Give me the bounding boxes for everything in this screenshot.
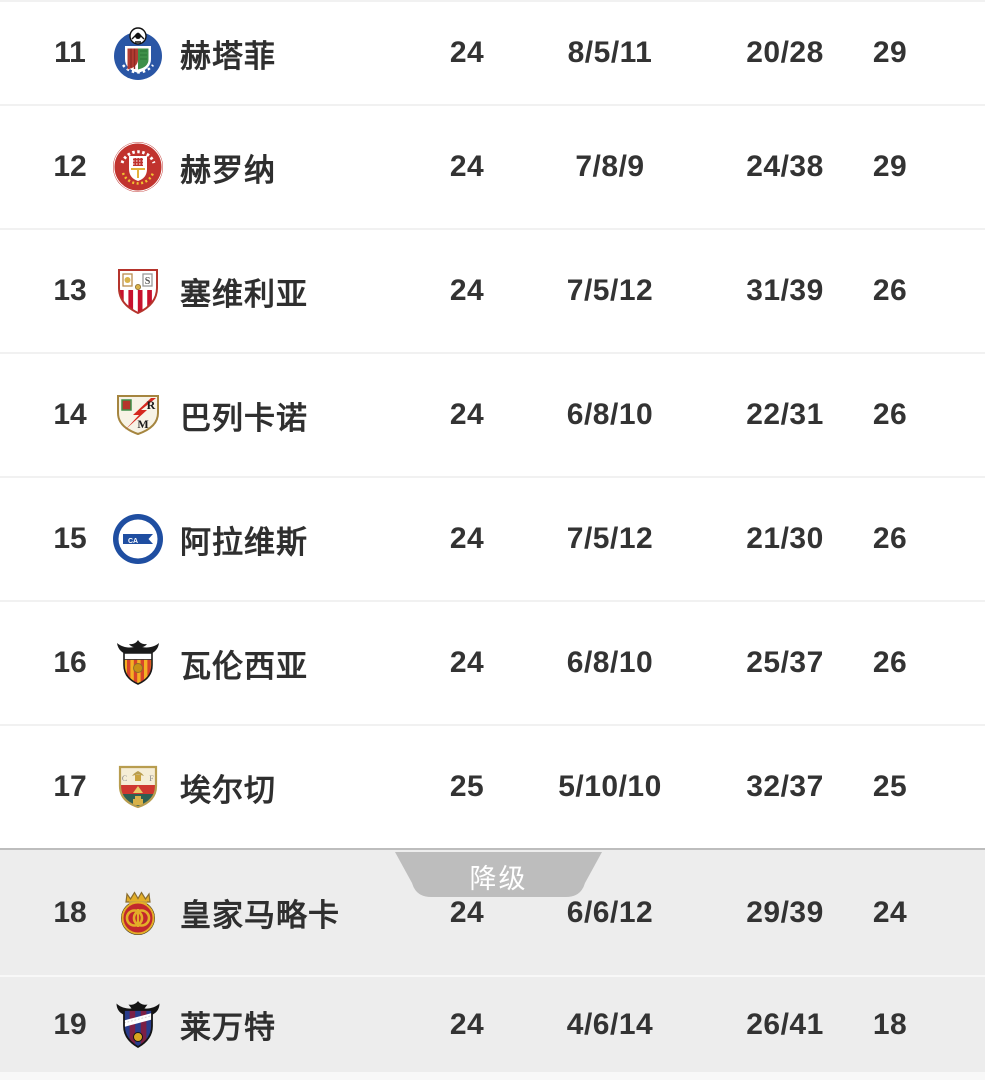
- team-name: 埃尔切: [180, 772, 276, 808]
- goals-for-against: 24/38: [746, 150, 824, 183]
- matches-played: 24: [449, 1007, 485, 1041]
- goals-for-against: 25/37: [746, 646, 824, 679]
- mallorca-badge-icon: [110, 885, 166, 941]
- points-value: 26: [872, 522, 908, 555]
- win-draw-loss-record: 6/8/10: [566, 646, 654, 679]
- svg-text:CA: CA: [128, 538, 138, 545]
- relegation-label: 降级: [469, 864, 528, 894]
- svg-text:S: S: [145, 276, 151, 287]
- matches-played: 25: [449, 770, 485, 803]
- table-row[interactable]: 16 瓦伦西亚 24 6/8/10 25/37 26: [0, 602, 985, 726]
- team-name: 赫罗纳: [180, 152, 276, 188]
- goals-for-against: 21/30: [746, 522, 824, 555]
- valencia-badge-icon: [110, 635, 166, 691]
- svg-text:M: M: [137, 417, 148, 431]
- matches-played: 24: [449, 522, 485, 555]
- win-draw-loss-record: 7/8/9: [575, 150, 645, 183]
- matches-played: 24: [449, 274, 485, 307]
- svg-text:F: F: [149, 774, 154, 783]
- getafe-badge-icon: [110, 25, 166, 81]
- points-value: 29: [872, 36, 908, 69]
- team-name: 阿拉维斯: [180, 524, 308, 560]
- girona-badge-icon: [110, 139, 166, 195]
- win-draw-loss-record: 5/10/10: [558, 770, 662, 803]
- team-name: 赫塔菲: [180, 38, 276, 74]
- rank-label: 17: [53, 770, 87, 803]
- points-value: 18: [872, 1007, 908, 1041]
- svg-text:C: C: [122, 774, 127, 783]
- points-value: 25: [872, 770, 908, 803]
- matches-played: 24: [449, 895, 485, 929]
- table-row[interactable]: 11 赫塔菲 24 8/5/11 20/28 29: [0, 2, 985, 106]
- win-draw-loss-record: 7/5/12: [566, 522, 654, 555]
- matches-played: 24: [449, 36, 485, 69]
- goals-for-against: 22/31: [746, 398, 824, 431]
- relegation-divider: 降级: [395, 852, 602, 897]
- points-value: 24: [872, 895, 908, 929]
- matches-played: 24: [449, 150, 485, 183]
- matches-played: 24: [449, 398, 485, 431]
- goals-for-against: 26/41: [746, 1007, 824, 1041]
- win-draw-loss-record: 6/8/10: [566, 398, 654, 431]
- points-value: 29: [872, 150, 908, 183]
- levante-badge-icon: [110, 997, 166, 1053]
- rank-label: 14: [53, 398, 87, 431]
- rank-label: 13: [53, 274, 87, 307]
- goals-for-against: 20/28: [746, 36, 824, 69]
- rank-label: 12: [53, 150, 87, 183]
- rank-label: 19: [53, 1007, 87, 1041]
- rank-label: 18: [53, 895, 87, 929]
- matches-played: 24: [449, 646, 485, 679]
- win-draw-loss-record: 7/5/12: [566, 274, 654, 307]
- points-value: 26: [872, 398, 908, 431]
- relegation-tab-shape: [395, 852, 602, 897]
- rank-label: 15: [53, 522, 87, 555]
- team-name: 莱万特: [180, 1010, 276, 1045]
- rank-label: 11: [54, 36, 86, 69]
- win-draw-loss-record: 6/6/12: [566, 895, 654, 929]
- points-value: 26: [872, 646, 908, 679]
- win-draw-loss-record: 4/6/14: [566, 1007, 654, 1041]
- team-name: 皇家马略卡: [180, 898, 340, 933]
- table-row[interactable]: 13 S 塞维利亚 24 7/5/12 31/39 26: [0, 230, 985, 354]
- table-row[interactable]: 19 莱万特 24 4/6/14 26/41 18: [0, 977, 985, 1080]
- rank-label: 16: [53, 646, 87, 679]
- table-row[interactable]: 12 赫罗纳 24 7/8/9 24/38 29: [0, 106, 985, 230]
- team-name: 巴列卡诺: [180, 400, 308, 436]
- sevilla-badge-icon: S: [110, 263, 166, 319]
- team-name: 瓦伦西亚: [180, 648, 308, 684]
- team-name: 塞维利亚: [180, 276, 308, 312]
- alaves-badge-icon: CA: [110, 511, 166, 567]
- table-row[interactable]: 15 CA 阿拉维斯 24 7/5/12 21/30 26: [0, 478, 985, 602]
- svg-text:R: R: [147, 398, 156, 412]
- goals-for-against: 29/39: [746, 895, 824, 929]
- win-draw-loss-record: 8/5/11: [567, 36, 653, 69]
- table-row[interactable]: 18 皇家马略卡 24 6/6/12 29/39 24: [0, 850, 985, 977]
- points-value: 26: [872, 274, 908, 307]
- goals-for-against: 31/39: [746, 274, 824, 307]
- goals-for-against: 32/37: [746, 770, 824, 803]
